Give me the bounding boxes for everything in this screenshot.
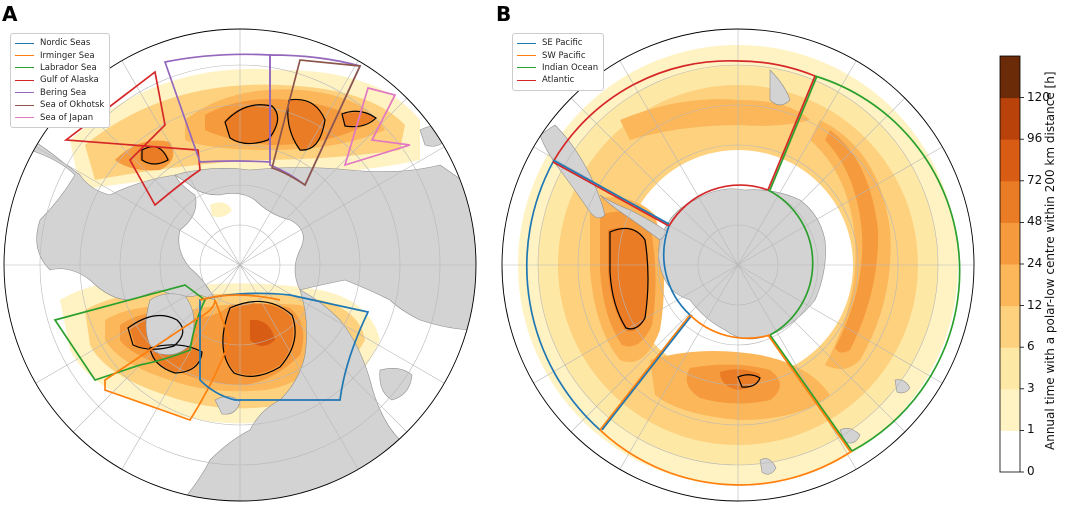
- legend-item: SW Pacific: [517, 49, 598, 61]
- legend-label: Nordic Seas: [40, 38, 91, 49]
- legend-a: Nordic Seas Irminger Sea Labrador Sea Gulf …: [10, 33, 111, 128]
- colorbar-segment: [1000, 388, 1020, 431]
- colorbar-segment: [1000, 56, 1020, 99]
- map-panel-b: [501, 28, 975, 502]
- legend-swatch: [15, 55, 34, 57]
- legend-item: Irminger Sea: [15, 49, 104, 61]
- legend-swatch: [15, 79, 34, 81]
- colorbar-segment: [1000, 97, 1020, 140]
- colorbar-segment: [1000, 264, 1020, 307]
- legend-swatch: [15, 117, 34, 119]
- colorbar-segment: [1000, 305, 1020, 348]
- legend-label: Atlantic: [542, 75, 575, 86]
- legend-swatch: [517, 79, 536, 81]
- colorbar-tick-label: 12: [1027, 297, 1043, 312]
- colorbar-tick-label: 3: [1027, 380, 1035, 395]
- legend-label: Sea of Okhotsk: [40, 100, 105, 111]
- region-boxes-a: [53, 53, 411, 422]
- map-boundary-a: [3, 28, 477, 502]
- graticule-b: [502, 29, 974, 501]
- legend-label: Labrador Sea: [40, 62, 97, 73]
- legend-label: Irminger Sea: [40, 50, 95, 61]
- legend-item: Atlantic: [517, 74, 598, 86]
- legend-item: Sea of Okhotsk: [15, 99, 104, 111]
- colorbar-tick-label: 0: [1027, 464, 1035, 478]
- legend-label: SE Pacific: [542, 38, 583, 49]
- colorbar-tick-label: 72: [1027, 172, 1043, 187]
- panel-label-b: B: [496, 2, 512, 26]
- legend-item: Indian Ocean: [517, 62, 598, 74]
- legend-swatch: [517, 55, 536, 57]
- legend-item: SE Pacific: [517, 37, 598, 49]
- legend-item: Bering Sea: [15, 87, 104, 99]
- legend-item: Labrador Sea: [15, 62, 104, 74]
- colorbar-label: Annual time with a polar-low centre with…: [1043, 71, 1057, 450]
- legend-item: Sea of Japan: [15, 111, 104, 123]
- legend-swatch: [15, 92, 34, 94]
- map-boundary-b: [501, 28, 975, 502]
- colorbar-segment: [1000, 180, 1020, 223]
- colorbar-tick-label: 6: [1027, 339, 1035, 354]
- legend-swatch: [517, 67, 536, 69]
- sectors-b: [525, 59, 961, 486]
- map-panel-a: [3, 28, 477, 502]
- colorbar-segment: [1000, 222, 1020, 265]
- colorbar-segment: [1000, 347, 1020, 390]
- legend-label: Indian Ocean: [542, 62, 599, 73]
- legend-item: Nordic Seas: [15, 37, 104, 49]
- legend-item: Gulf of Alaska: [15, 74, 104, 86]
- legend-label: Gulf of Alaska: [40, 75, 99, 86]
- contours-b: [609, 227, 761, 388]
- legend-swatch: [517, 42, 536, 44]
- colorbar-tick-label: 48: [1027, 214, 1043, 229]
- graticule-a: [4, 29, 476, 501]
- legend-swatch: [15, 104, 34, 106]
- legend-label: Sea of Japan: [40, 112, 94, 123]
- colorbar-tick-label: 120: [1027, 89, 1050, 104]
- colorbar-tick-label: 24: [1027, 256, 1043, 270]
- colorbar-tick-label: 96: [1027, 131, 1043, 146]
- colorbar-tick-label: 1: [1027, 422, 1035, 437]
- panel-label-a: A: [2, 2, 18, 26]
- legend-swatch: [15, 67, 34, 69]
- colorbar: [999, 55, 1024, 473]
- legend-b: SE Pacific SW Pacific Indian Ocean Atlantic: [512, 33, 605, 91]
- legend-swatch: [15, 42, 34, 44]
- colorbar-segment: [1000, 139, 1020, 182]
- colorbar-segment: [1000, 430, 1020, 473]
- legend-label: SW Pacific: [542, 50, 586, 61]
- legend-label: Bering Sea: [40, 87, 87, 98]
